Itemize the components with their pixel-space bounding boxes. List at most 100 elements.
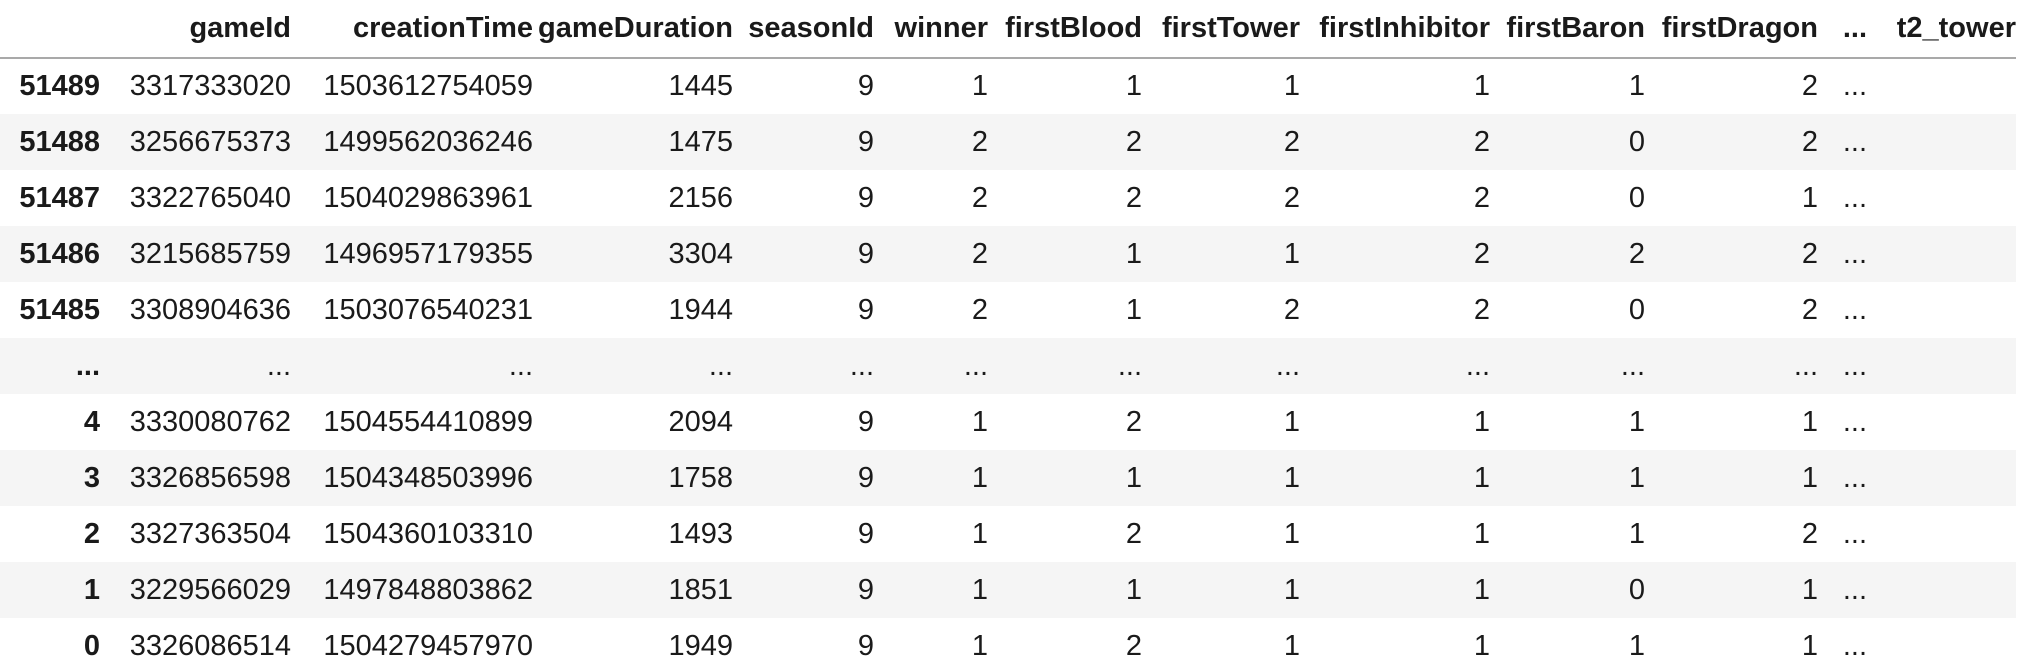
table-row-1: 1 3229566029 1497848803862 1851 9 1 1 1 1 0 1... [0,562,2016,618]
cell: 2 [971,237,988,270]
column-header-firstDragon: firstDragon [1645,0,1818,59]
cell: 1 [1473,573,1490,606]
cell: 1 [1801,405,1818,438]
cell: 2 [1283,293,1300,326]
cell: 1 [1473,70,1490,102]
cell [1867,506,2016,562]
cell: 1 [1801,629,1818,662]
cell: ... [1275,349,1300,382]
cell: 1 [1283,70,1300,102]
column-header-firstBlood: firstBlood [988,0,1142,59]
cell [1867,394,2016,450]
cell [1867,338,2016,394]
table-row-0: 0 3326086514 1504279457970 1949 9 1 2 1 1 1 1... [0,618,2016,670]
cell: ... [1842,461,1867,494]
cell [1867,450,2016,506]
cell: 1 [1125,573,1142,606]
cell: ... [1842,125,1867,158]
cell: 9 [857,461,874,494]
cell: 1 [1125,237,1142,270]
cell: 3308904636 [129,293,291,326]
cell: ... [1842,70,1867,102]
cell: ... [266,349,291,382]
cell: 2 [971,181,988,214]
cell: 1 [971,517,988,550]
cell: 2094 [668,405,733,438]
cell: 9 [857,293,874,326]
cell: 1503076540231 [323,293,533,326]
row-index: 0 [83,629,100,662]
cell: 1 [971,629,988,662]
cell: 2 [971,293,988,326]
cell: 1493 [668,517,733,550]
table-row-51486: 51486 3215685759 1496957179355 3304 9 2 1 1 2 2 2.… [0,226,2016,282]
cell: 3327363504 [129,517,291,550]
cell: 0 [1628,293,1645,326]
table-row-2: 2 3327363504 1504360103310 1493 9 1 2 1 1 1 2... [0,506,2016,562]
cell: 1 [1628,405,1645,438]
cell: 3317333020 [129,70,291,102]
cell: 2 [1283,125,1300,158]
cell: 1 [1473,517,1490,550]
cell: 2 [1801,237,1818,270]
cell: 1 [1125,293,1142,326]
cell: 3215685759 [129,237,291,270]
cell: 1 [1283,237,1300,270]
cell: 1 [1125,461,1142,494]
cell: 9 [857,517,874,550]
cell: 1 [1283,517,1300,550]
cell: 1 [971,573,988,606]
cell: 2 [1801,517,1818,550]
cell: 3304 [668,237,733,270]
row-index: 2 [83,517,100,550]
cell: 1758 [668,461,733,494]
cell: 1 [1473,461,1490,494]
table-row-51487: 51487 3322765040 1504029863961 2156 9 2 2 2 2 0 1.… [0,170,2016,226]
index-column-header [0,0,100,59]
cell: 2156 [668,181,733,214]
cell: 2 [1125,405,1142,438]
cell: 9 [857,237,874,270]
cell: 1 [1283,461,1300,494]
column-header-gameDuration: gameDuration [533,0,733,59]
cell: 9 [857,125,874,158]
ellipsis-column-header: ... [1818,0,1867,59]
column-header-firstBaron: firstBaron [1490,0,1645,59]
column-header-t2_tower: t2_tower [1867,0,2016,59]
cell: 1 [1283,405,1300,438]
column-header-creationTime: creationTime [291,0,533,59]
table-header: gameId creationTime gameDuration seasonId wi… [0,0,2016,59]
table-row-3: 3 3326856598 1504348503996 1758 9 1 1 1 1 1 1... [0,450,2016,506]
cell: 1504360103310 [323,517,533,550]
cell [1867,226,2016,282]
cell: 1475 [668,125,733,158]
cell: ... [963,349,988,382]
cell: 1499562036246 [323,125,533,158]
cell: 1504348503996 [323,461,533,494]
cell: 3322765040 [129,181,291,214]
cell: 2 [1473,181,1490,214]
cell: ... [1842,349,1867,382]
cell [1867,618,2016,670]
cell: ... [1842,629,1867,662]
cell: 1496957179355 [323,237,533,270]
cell: 2 [1125,181,1142,214]
cell: ... [1842,293,1867,326]
row-index: ... [75,349,100,382]
cell: 2 [1125,125,1142,158]
row-index: 51489 [19,70,100,102]
cell: 2 [1801,125,1818,158]
cell [1867,58,2016,114]
column-header-firstInhibitor: firstInhibitor [1300,0,1490,59]
cell: 1497848803862 [323,573,533,606]
cell: 3256675373 [129,125,291,158]
cell: 2 [1473,237,1490,270]
column-header-winner: winner [874,0,988,59]
cell: 1 [1801,573,1818,606]
cell: ... [508,349,533,382]
column-header-seasonId: seasonId [733,0,874,59]
table-body: 51489 3317333020 1503612754059 1445 9 1 1 1 1 1 2.… [0,58,2016,670]
row-index: 51486 [19,237,100,270]
row-index: 3 [83,461,100,494]
column-header-firstTower: firstTower [1142,0,1300,59]
